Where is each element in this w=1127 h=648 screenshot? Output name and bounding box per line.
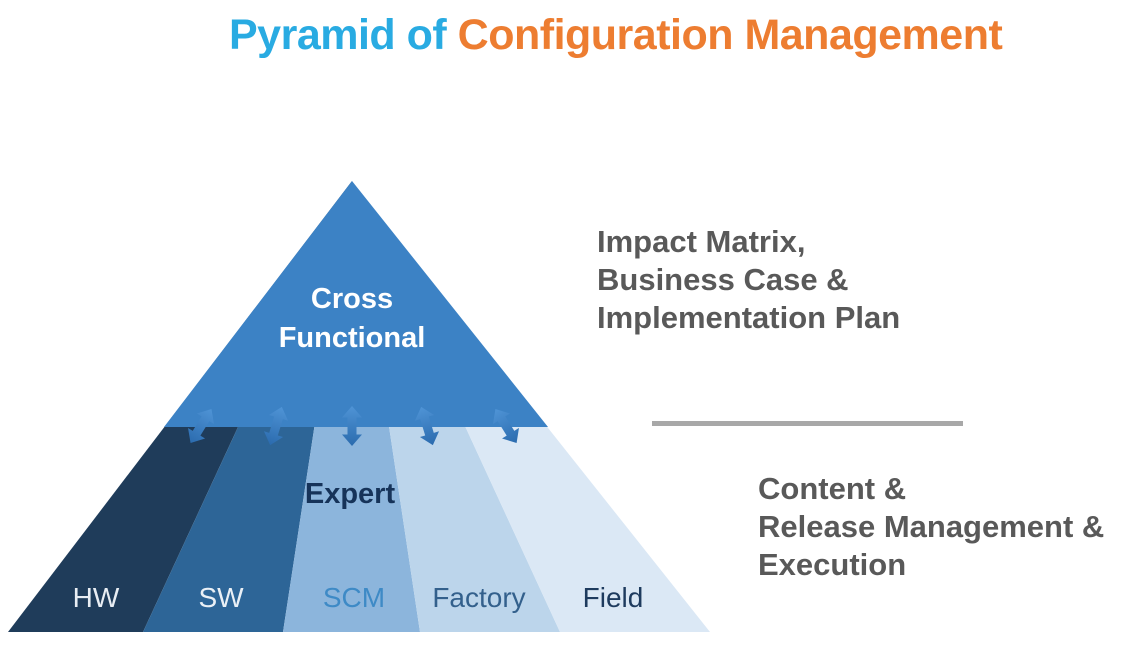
impact-matrix-note-line2: Business Case &	[597, 262, 849, 297]
section-divider-line	[652, 421, 963, 426]
cross-functional-line1: Cross	[310, 283, 394, 315]
cross-functional-label: Cross Functional	[279, 280, 426, 358]
content-release-note-line2: Release Management &	[758, 509, 1105, 544]
expert-label: Expert	[304, 478, 396, 510]
impact-matrix-note-line3: Implementation Plan	[597, 300, 901, 335]
impact-matrix-note-line1: Impact Matrix,	[597, 224, 806, 259]
stripe-label-hw: HW	[72, 582, 120, 613]
stripe-label-field: Field	[582, 582, 644, 613]
content-release-note: Content & Release Management & Execution	[758, 470, 1104, 584]
title-part-blue: Pyramid of	[229, 11, 458, 59]
stripe-label-scm: SCM	[322, 582, 386, 613]
page-title: Pyramid of Configuration Management	[229, 11, 1003, 59]
cross-functional-shape	[164, 181, 548, 427]
impact-matrix-note: Impact Matrix, Business Case & Implement…	[597, 223, 900, 337]
stripe-label-sw: SW	[198, 582, 244, 613]
title-part-orange: Configuration Management	[457, 11, 1003, 59]
stripe-label-factory: Factory	[432, 582, 526, 613]
content-release-note-line1: Content &	[758, 471, 907, 506]
cross-functional-line2: Functional	[278, 322, 426, 354]
content-release-note-line3: Execution	[758, 547, 907, 582]
